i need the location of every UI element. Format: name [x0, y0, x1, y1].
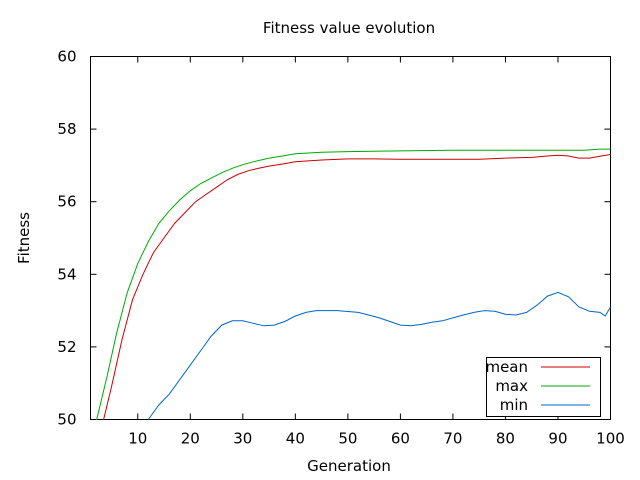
y-axis-ticks: 50 52 54 56 58 60 [57, 48, 611, 429]
legend-label-max: max [495, 377, 528, 395]
y-tick-label: 60 [57, 48, 76, 66]
x-tick-label: 60 [391, 430, 410, 448]
x-axis-ticks: 10 20 30 40 50 60 70 80 90 100 [128, 56, 625, 448]
legend-label-min: min [500, 396, 528, 414]
x-axis-label: Generation [307, 457, 391, 475]
chart-title: Fitness value evolution [263, 19, 435, 37]
x-tick-label: 10 [128, 430, 147, 448]
x-tick-label: 90 [548, 430, 567, 448]
y-tick-label: 54 [57, 265, 76, 283]
series-line-min [147, 291, 611, 420]
series-line-mean [102, 154, 611, 420]
x-tick-label: 50 [338, 430, 357, 448]
series-line-max [96, 148, 611, 420]
x-tick-label: 100 [596, 430, 625, 448]
y-axis-label: Fitness [15, 212, 33, 264]
y-tick-label: 56 [57, 193, 76, 211]
x-tick-label: 20 [181, 430, 200, 448]
x-tick-label: 30 [233, 430, 252, 448]
legend-label-mean: mean [485, 358, 528, 376]
x-tick-label: 80 [496, 430, 515, 448]
series-lines [96, 148, 611, 420]
y-tick-label: 50 [57, 411, 76, 429]
plot-frame [90, 56, 611, 420]
y-tick-label: 52 [57, 338, 76, 356]
x-tick-label: 70 [443, 430, 462, 448]
y-tick-label: 58 [57, 120, 76, 138]
x-tick-label: 40 [286, 430, 305, 448]
